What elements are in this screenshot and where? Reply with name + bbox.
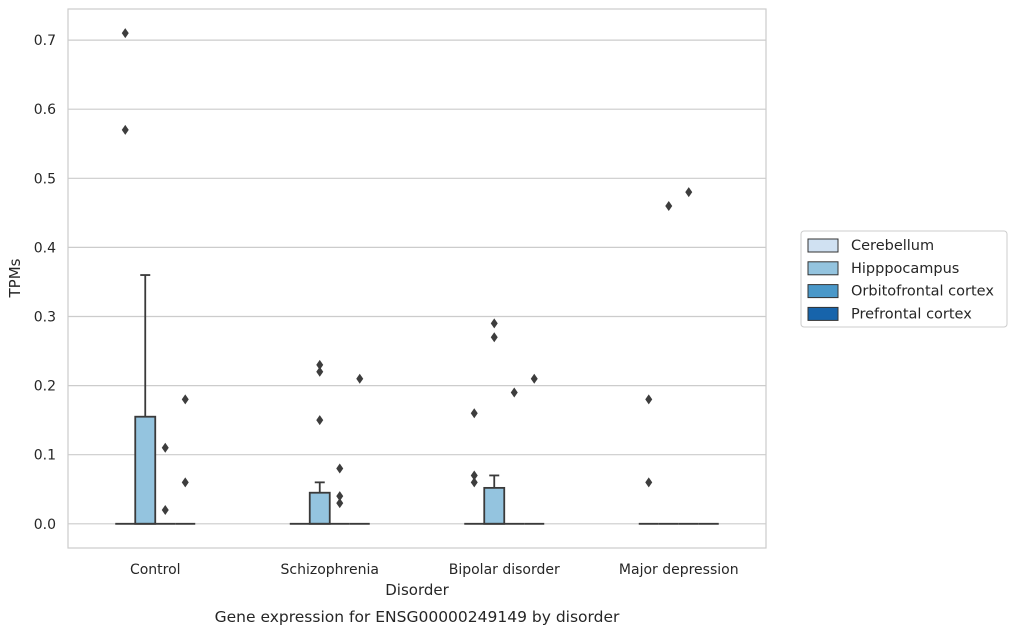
box-body [134, 415, 157, 525]
box-0-1 [134, 274, 157, 525]
box-body [308, 491, 331, 525]
legend-label: Hipppocampus [851, 261, 959, 277]
outlier-point [530, 373, 538, 384]
outlier-point [336, 463, 344, 474]
outlier-point [121, 124, 129, 135]
x-tick-label: Major depression [619, 562, 739, 578]
outlier-point [181, 477, 189, 488]
legend-swatch [807, 261, 839, 276]
figure-caption: Gene expression for ENSG00000249149 by d… [215, 608, 620, 626]
legend-swatch [807, 306, 839, 321]
boxes [115, 274, 719, 525]
outlier-point [470, 477, 478, 488]
outlier-point [161, 442, 169, 453]
outlier-point [336, 498, 344, 509]
y-tick-label: 0.0 [34, 517, 56, 533]
y-tick-label: 0.3 [34, 310, 56, 326]
outlier-point [181, 394, 189, 405]
box-2-1 [483, 474, 506, 525]
x-axis-ticks: Control Schizophrenia Bipolar disorder Majo… [130, 562, 739, 578]
y-axis-title: TPMs [6, 258, 24, 298]
legend-swatch [807, 238, 839, 253]
outlier-point [356, 373, 364, 384]
outlier-point [336, 491, 344, 502]
x-tick-label: Bipolar disorder [449, 562, 560, 578]
outlier-point [470, 470, 478, 481]
outlier-point [645, 477, 653, 488]
outlier-point [470, 408, 478, 419]
y-tick-label: 0.1 [34, 448, 56, 464]
x-tick-label: Control [130, 562, 181, 578]
plot-frame [67, 8, 767, 549]
outlier-point [685, 187, 693, 198]
outlier-point [490, 332, 498, 343]
x-axis-title: Disorder [385, 581, 449, 599]
legend-frame [800, 230, 1008, 328]
outlier-point [161, 504, 169, 515]
outlier-point [316, 359, 324, 370]
outliers [121, 28, 693, 515]
outlier-point [121, 28, 129, 39]
outlier-point [316, 366, 324, 377]
legend: Cerebellum Hipppocampus Orbitofrontal cort… [800, 230, 1008, 328]
x-tick-label: Schizophrenia [281, 562, 379, 578]
box-1-1 [308, 481, 331, 525]
y-tick-label: 0.4 [34, 240, 56, 256]
box-body [483, 486, 506, 525]
outlier-point [490, 318, 498, 329]
outlier-point [316, 415, 324, 426]
y-axis-ticks: 0.0 0.1 0.2 0.3 0.4 0.5 0.6 0.7 [34, 33, 56, 533]
outlier-point [645, 394, 653, 405]
y-tick-label: 0.6 [34, 102, 56, 118]
legend-swatch [807, 284, 839, 299]
outlier-point [510, 387, 518, 398]
y-tick-label: 0.7 [34, 33, 56, 49]
y-tick-label: 0.5 [34, 171, 56, 187]
outlier-point [665, 200, 673, 211]
grid-lines [68, 39, 766, 525]
legend-label: Cerebellum [851, 238, 934, 254]
y-tick-label: 0.2 [34, 379, 56, 395]
legend-label: Orbitofrontal cortex [851, 284, 994, 300]
legend-label: Prefrontal cortex [851, 306, 972, 322]
